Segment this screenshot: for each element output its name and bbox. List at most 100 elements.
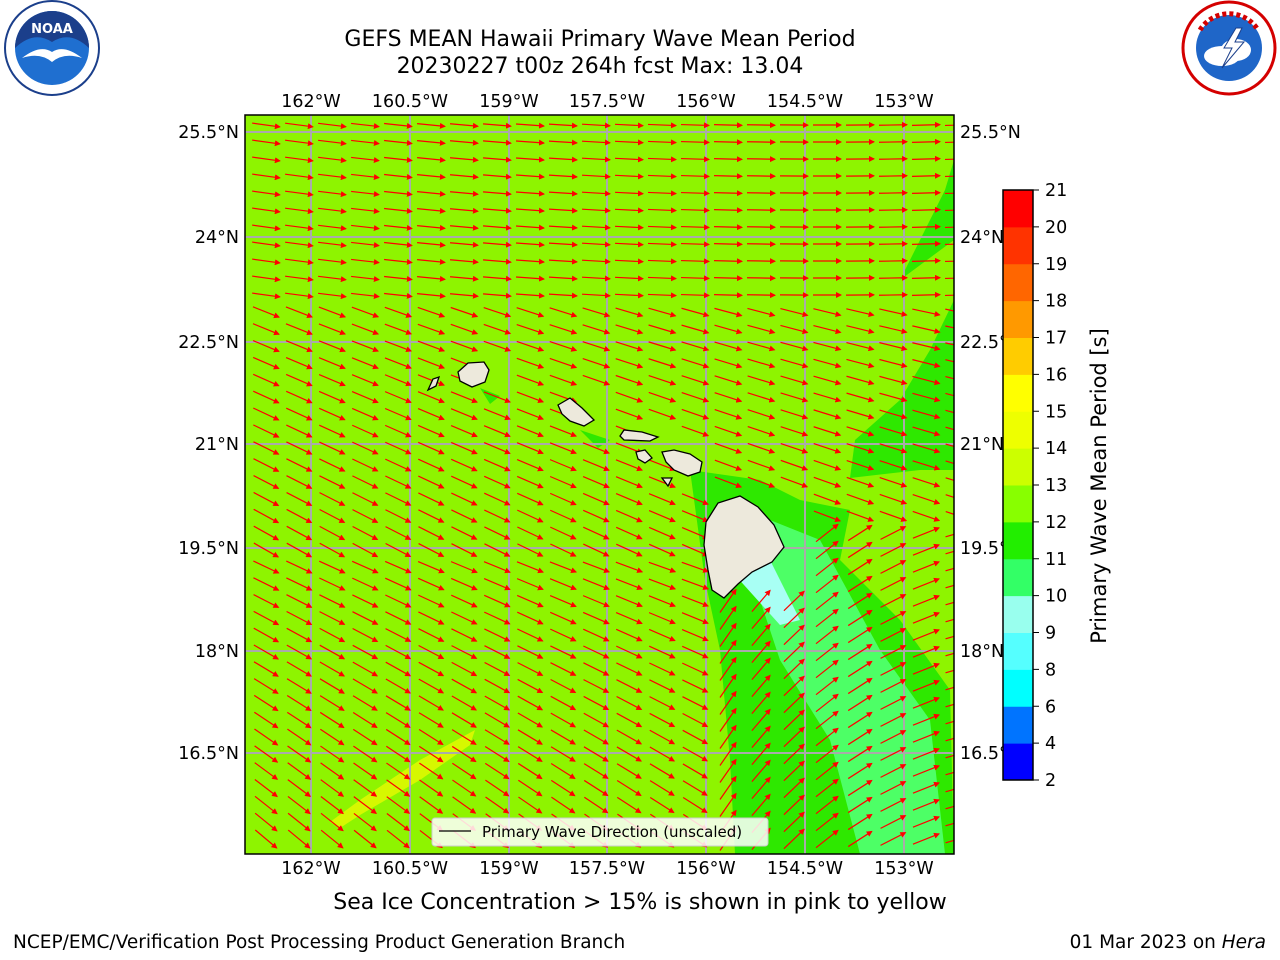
wave-arrow (318, 173, 347, 181)
wave-arrow (517, 712, 544, 728)
wave-arrow (680, 207, 710, 214)
lat-tick-left: 18°N (195, 642, 239, 662)
wave-arrow (452, 796, 477, 814)
wave-arrow (615, 307, 644, 318)
wave-arrow (912, 713, 940, 726)
wave-arrow (647, 207, 677, 214)
lat-tick-left: 24°N (195, 228, 239, 248)
wave-arrow (780, 358, 809, 369)
wave-arrow (783, 709, 805, 731)
wave-arrow (352, 594, 379, 608)
wave-arrow (549, 611, 577, 625)
wave-arrow (450, 425, 478, 438)
wave-arrow (417, 292, 446, 299)
map-area: Primary Wave Direction (unscaled) (245, 115, 954, 854)
wave-arrow (944, 175, 954, 178)
wave-arrow (352, 542, 379, 558)
wave-arrow (879, 409, 908, 420)
wave-arrow (484, 661, 511, 677)
wave-arrow (847, 626, 873, 644)
wave-direction-arrows (252, 121, 954, 851)
wave-arrow (285, 390, 313, 404)
wave-arrow (815, 727, 839, 747)
lat-tick-right: 25.5°N (960, 123, 1021, 143)
wave-arrow (320, 796, 344, 815)
wave-arrow (945, 494, 954, 498)
wave-arrow (681, 493, 709, 506)
wave-arrow (351, 275, 380, 283)
wave-arrow (815, 608, 839, 628)
wave-arrow (418, 492, 445, 506)
wave-arrow (880, 679, 907, 693)
wave-arrow (945, 308, 954, 312)
wave-arrow (319, 644, 346, 660)
wave-arrow (386, 762, 411, 780)
wave-arrow (747, 324, 776, 335)
wave-arrow (384, 424, 412, 438)
colorbar-tick-label: 14 (1045, 439, 1067, 459)
wave-arrow (418, 644, 445, 660)
wave-arrow (847, 830, 873, 848)
wave-arrow (351, 156, 380, 164)
wave-arrow (385, 695, 411, 711)
wave-arrow (418, 678, 445, 694)
wave-arrow (515, 139, 545, 146)
wave-arrow (483, 458, 511, 472)
wave-arrow (483, 441, 511, 455)
wave-arrow (815, 812, 839, 832)
wave-arrow (944, 192, 954, 195)
wave-arrow (352, 678, 378, 694)
wave-arrow (880, 747, 907, 761)
wave-arrow (847, 643, 873, 661)
wave-arrow (945, 460, 954, 465)
wave-arrow (516, 307, 545, 318)
wave-arrow (648, 612, 676, 625)
wave-arrow (880, 730, 907, 744)
colorbar-tick-label: 8 (1045, 660, 1056, 680)
wave-arrow (815, 591, 839, 611)
colorbar-tick-label: 13 (1045, 476, 1067, 496)
wave-arrow (747, 307, 776, 318)
wave-arrow (286, 644, 313, 660)
wave-arrow (352, 644, 379, 660)
wave-arrow (880, 764, 907, 778)
wave-arrow (880, 781, 907, 795)
wave-arrow (583, 662, 610, 676)
wave-arrow (253, 594, 280, 608)
wave-arrow (352, 627, 379, 643)
wave-arrow (452, 762, 477, 780)
wave-arrow (583, 695, 610, 711)
wave-arrow (352, 441, 379, 455)
wave-arrow (351, 190, 380, 198)
wave-arrow (549, 307, 578, 318)
wave-arrow (945, 652, 954, 657)
wave-arrow (911, 206, 941, 213)
wave-arrow (351, 139, 380, 147)
wave-arrow (450, 441, 478, 455)
wave-arrow (944, 243, 954, 246)
wave-arrow (681, 392, 710, 403)
wave-arrow (450, 224, 479, 231)
lon-tick-bottom: 157.5°W (569, 859, 645, 879)
wave-arrow (719, 707, 737, 732)
wave-arrow (384, 306, 413, 318)
wave-arrow (483, 561, 511, 574)
wave-arrow (450, 323, 479, 335)
wave-arrow (681, 375, 710, 386)
wave-arrow (682, 679, 709, 693)
wave-arrow (783, 590, 805, 612)
wave-arrow (549, 442, 577, 455)
wave-arrow (484, 712, 510, 728)
wave-arrow (353, 762, 378, 780)
wave-arrow (252, 356, 280, 370)
wave-arrow (945, 584, 954, 589)
wave-arrow (384, 275, 413, 282)
colorbar-swatch (1003, 190, 1033, 228)
period-region-11s-east (850, 115, 954, 478)
wave-arrow (253, 661, 279, 677)
wave-arrow (353, 796, 378, 814)
wave-arrow (945, 443, 954, 448)
wave-arrow (385, 644, 412, 660)
wave-arrow (351, 292, 380, 300)
colorbar-tick-label: 4 (1045, 734, 1056, 754)
